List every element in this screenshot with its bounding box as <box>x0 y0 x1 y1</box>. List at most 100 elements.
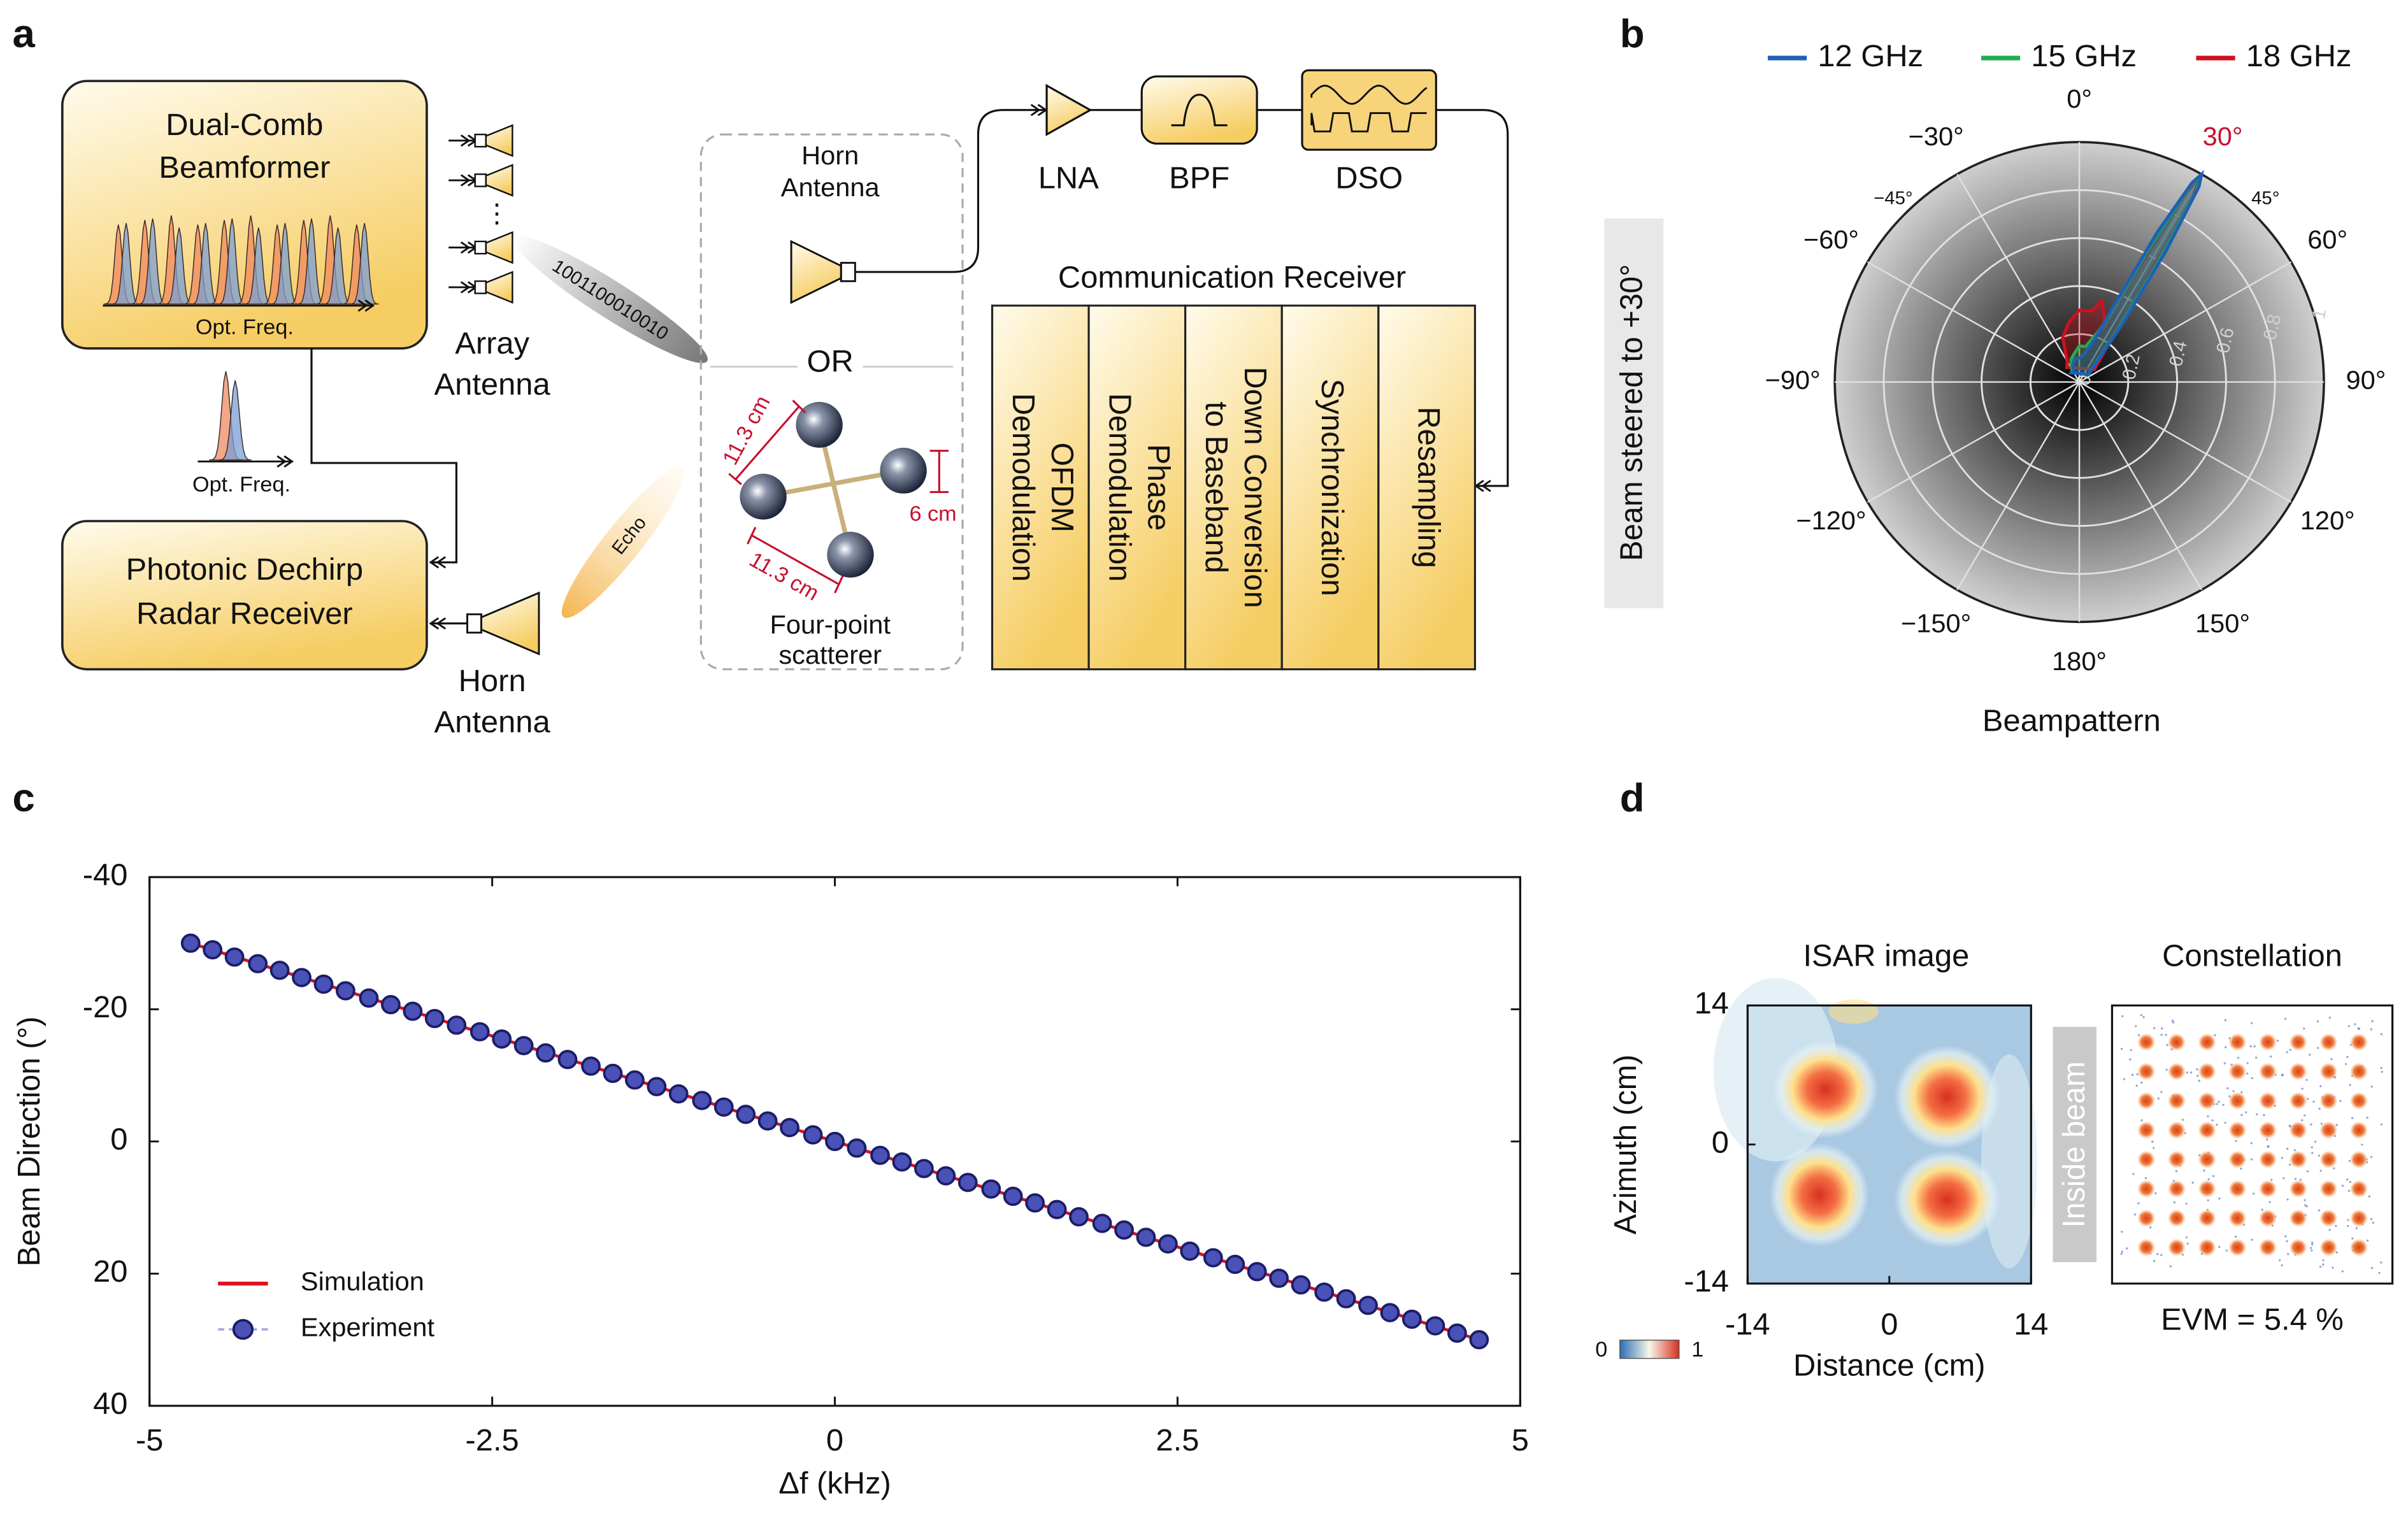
symbol-cluster <box>2137 1151 2155 1168</box>
y-tick-label: 0 <box>110 1122 127 1156</box>
horn-feed <box>474 133 487 148</box>
noise-sample <box>2311 1249 2313 1252</box>
noise-sample <box>2320 1122 2323 1125</box>
angle-tick-label: 120° <box>2300 506 2355 536</box>
label: Four-point <box>770 610 891 640</box>
noise-sample <box>2309 1247 2312 1249</box>
noise-sample <box>2134 1025 2137 1027</box>
noise-sample <box>2314 1140 2317 1143</box>
noise-sample <box>2348 1159 2351 1163</box>
symbol-cluster <box>2228 1180 2246 1198</box>
noise-sample <box>2310 1123 2312 1126</box>
symbol-cluster <box>2228 1210 2246 1227</box>
symbol-cluster <box>2350 1239 2368 1256</box>
oscilloscope <box>1301 69 1437 151</box>
dimension <box>747 526 844 594</box>
noise-sample <box>2191 1181 2194 1184</box>
data-point <box>1092 1214 1112 1233</box>
minor-angle-label: 45° <box>2251 189 2279 209</box>
noise-sample <box>2235 1140 2237 1143</box>
data-point <box>1203 1248 1223 1268</box>
axis-text: Opt. Freq. <box>192 473 290 497</box>
data-point <box>1291 1275 1311 1295</box>
comb-spectrum <box>103 215 379 305</box>
symbol-cluster <box>2350 1033 2368 1051</box>
noise-sample <box>2368 1195 2370 1198</box>
noise-sample <box>2346 1178 2349 1181</box>
noise-sample <box>2286 1050 2288 1054</box>
symbol-cluster <box>2350 1092 2368 1110</box>
bits: 1001100010010 <box>548 256 672 345</box>
noise-sample <box>2286 1147 2289 1150</box>
data-point <box>536 1043 555 1063</box>
data-point <box>1003 1186 1023 1206</box>
data-point <box>403 1001 423 1021</box>
noise-sample <box>2303 1027 2305 1030</box>
data-point <box>668 1084 689 1104</box>
noise-sample <box>2121 1015 2124 1017</box>
noise-sample <box>2240 1091 2243 1094</box>
trace <box>1310 112 1427 132</box>
connector <box>1436 109 1509 492</box>
symbol-cluster <box>2350 1151 2368 1168</box>
noise-sample <box>2346 1056 2349 1058</box>
noise-sample <box>2169 1265 2172 1268</box>
noise-sample <box>2223 1062 2226 1064</box>
noise-sample <box>2311 1242 2314 1244</box>
data-point <box>1401 1309 1422 1329</box>
noise-sample <box>2218 1197 2221 1200</box>
noise-sample <box>2216 1124 2218 1126</box>
panel-label: d <box>1620 776 1645 820</box>
data-point <box>248 954 268 973</box>
constellation-frame <box>2111 1004 2394 1285</box>
symbol-cluster <box>2319 1033 2337 1051</box>
annotation-bg <box>1604 218 1664 608</box>
symbol-cluster <box>2259 1151 2277 1168</box>
connector <box>855 104 1048 273</box>
noise-sample <box>2185 1236 2188 1239</box>
data-point <box>1336 1289 1356 1308</box>
noise-sample <box>2270 1178 2273 1181</box>
angle-tick-label: −30° <box>1909 122 1964 152</box>
noise-sample <box>2380 1261 2383 1264</box>
noise-sample <box>2160 1033 2163 1036</box>
noise-sample <box>2311 1152 2314 1154</box>
noise-sample <box>2370 1028 2373 1031</box>
symbol-cluster <box>2319 1121 2337 1139</box>
block-text: Resampling <box>1412 407 1447 568</box>
data-point <box>292 968 312 987</box>
block-text: Synchronization <box>1315 379 1350 596</box>
angle-tick-label: −120° <box>1796 506 1866 536</box>
beam-shape <box>513 236 708 363</box>
y-axis-title: Azimuth (cm) <box>1609 1054 1644 1235</box>
noise-sample <box>2263 1113 2265 1117</box>
data-point <box>180 933 201 953</box>
noise-sample <box>2319 1170 2322 1172</box>
legend-swatch <box>232 1319 254 1340</box>
noise-sample <box>2250 1158 2253 1161</box>
horn-feed <box>474 280 487 294</box>
data-point <box>936 1166 956 1185</box>
x-tick-label: -5 <box>136 1424 163 1457</box>
receiver-title: Communication Receiver <box>1058 261 1406 294</box>
colorbar-tick-label: 0 <box>1595 1338 1607 1362</box>
heatmap-blob <box>1772 1040 1879 1139</box>
filter <box>1140 75 1258 145</box>
noise-sample <box>2381 1070 2384 1073</box>
noise-sample <box>2140 1119 2143 1122</box>
noise-sample <box>2330 1057 2333 1061</box>
noise-sample <box>2319 1265 2322 1268</box>
data-point <box>1025 1193 1045 1213</box>
horn <box>485 271 513 304</box>
noise-sample <box>2214 1034 2216 1036</box>
horn-feed <box>466 613 482 634</box>
noise-sample <box>2286 1198 2289 1201</box>
noise-sample <box>2172 1021 2175 1024</box>
noise-sample <box>2321 1263 2325 1266</box>
data-point <box>914 1159 934 1178</box>
angle-tick-label: 150° <box>2195 609 2250 638</box>
block-text: Down Conversion <box>1238 367 1273 608</box>
symbol-cluster <box>2290 1180 2307 1198</box>
noise-sample <box>2144 1177 2147 1180</box>
